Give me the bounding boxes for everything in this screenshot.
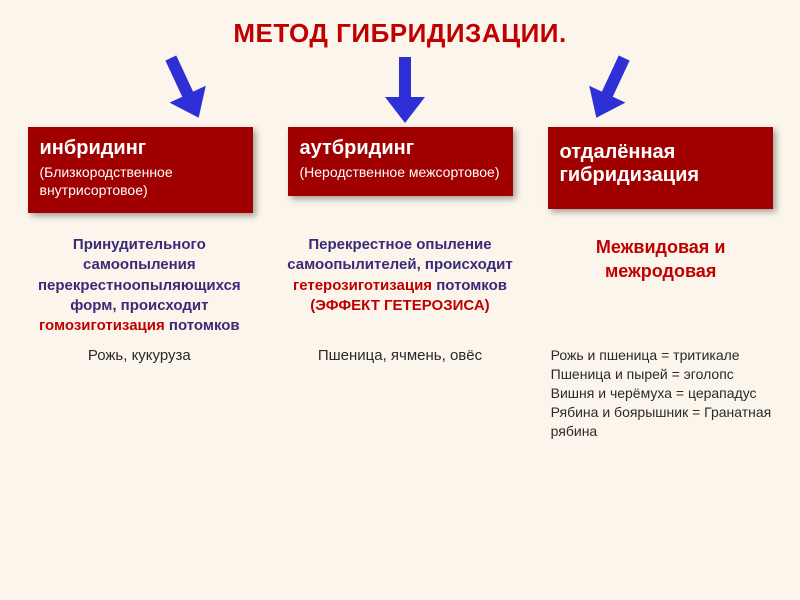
page-title: МЕТОД ГИБРИДИЗАЦИИ. xyxy=(0,0,800,49)
desc-post: потомков xyxy=(169,317,240,334)
desc-inbreeding: Принудительного самоопыления перекрестно… xyxy=(19,235,259,336)
examples-row: Рожь, кукуруза Пшеница, ячмень, овёс Рож… xyxy=(0,336,800,440)
box-title: аутбридинг xyxy=(300,137,501,160)
box-inbreeding: инбридинг (Близкородственное внутрисорто… xyxy=(28,127,253,213)
descriptions-row: Принудительного самоопыления перекрестно… xyxy=(0,213,800,336)
box-outbreeding: аутбридинг (Неродственное межсортовое) xyxy=(288,127,513,196)
desc-pre: Принудительного самоопыления перекрестно… xyxy=(38,236,241,314)
desc-pre: Перекрестное опыление самоопылителей, пр… xyxy=(287,236,512,273)
arrow-left xyxy=(155,57,195,123)
desc-outbreeding: Перекрестное опыление самоопылителей, пр… xyxy=(280,235,520,336)
arrow-center xyxy=(385,57,425,123)
box-title: инбридинг xyxy=(40,137,241,160)
desc-distant: Межвидовая и межродовая xyxy=(541,235,781,336)
box-distant-hybridization: отдалённая гибридизация xyxy=(548,127,773,209)
examples-distant: Рожь и пшеница = тритикалеПшеница и пыре… xyxy=(541,346,781,440)
arrow-right xyxy=(600,57,640,123)
arrows-container xyxy=(0,57,800,127)
desc-post: потомков xyxy=(436,277,507,294)
desc-text: Межвидовая и межродовая xyxy=(596,237,726,281)
desc-extra: (ЭФФЕКТ ГЕТЕРОЗИСА) xyxy=(310,297,489,314)
box-sub: (Неродственное межсортовое) xyxy=(300,164,501,182)
examples-outbreeding: Пшеница, ячмень, овёс xyxy=(280,346,520,366)
box-sub: (Близкородственное внутрисортовое) xyxy=(40,164,241,199)
box-title: отдалённая гибридизация xyxy=(560,141,761,187)
examples-inbreeding: Рожь, кукуруза xyxy=(19,346,259,366)
boxes-row: инбридинг (Близкородственное внутрисорто… xyxy=(0,127,800,213)
desc-highlight: гетерозиготизация xyxy=(293,277,432,294)
desc-highlight: гомозиготизация xyxy=(39,317,165,334)
